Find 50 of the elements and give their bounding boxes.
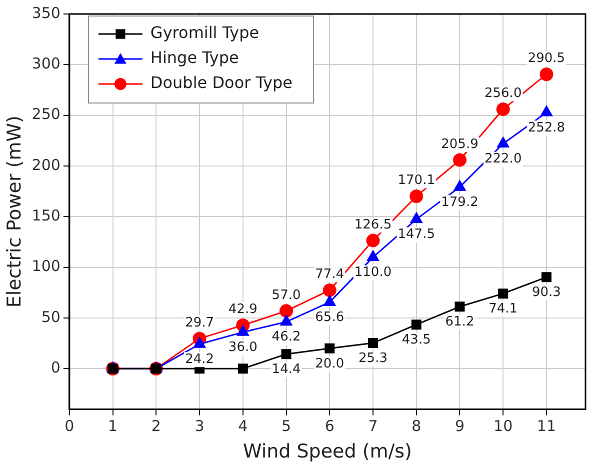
x-tick-label: 0 — [64, 417, 74, 436]
x-tick-label: 3 — [194, 417, 204, 436]
data-label: 222.0 — [484, 152, 522, 167]
x-axis-title: Wind Speed (m/s) — [242, 440, 412, 463]
x-tick-label: 10 — [494, 417, 513, 436]
y-tick-label: 350 — [32, 4, 60, 22]
data-label: 170.1 — [398, 173, 435, 188]
y-tick-label: 150 — [32, 206, 60, 225]
data-label: 90.3 — [532, 285, 561, 300]
data-label: 290.5 — [528, 51, 566, 66]
data-label: 46.2 — [272, 330, 301, 345]
legend-label: Gyromill Type — [150, 23, 260, 42]
y-tick-label: 50 — [41, 308, 60, 326]
data-label: 147.5 — [398, 227, 435, 242]
data-label: 126.5 — [354, 217, 392, 232]
x-tick-label: 4 — [238, 417, 248, 436]
data-label: 29.7 — [185, 315, 214, 330]
legend-label: Double Door Type — [150, 73, 293, 92]
x-tick-label: 6 — [324, 417, 334, 436]
data-label: 77.4 — [315, 267, 344, 282]
x-tick-label: 11 — [536, 417, 556, 436]
y-tick-label: 100 — [32, 257, 60, 276]
x-tick-label: 8 — [412, 417, 422, 436]
y-tick-label: 0 — [50, 358, 60, 377]
data-label: 110.0 — [354, 265, 392, 280]
y-tick-label: 300 — [32, 54, 60, 73]
x-tick-label: 2 — [151, 417, 161, 436]
data-label: 43.5 — [402, 332, 431, 348]
x-tick-label: 5 — [281, 417, 292, 436]
y-tick-label: 200 — [32, 156, 60, 174]
data-label: 20.0 — [315, 356, 344, 372]
data-label: 14.4 — [272, 362, 301, 377]
data-label: 65.6 — [315, 310, 344, 326]
data-label: 179.2 — [441, 194, 478, 210]
y-tick-label: 250 — [32, 105, 60, 124]
data-label: 36.0 — [228, 340, 258, 356]
x-tick-label: 1 — [108, 417, 118, 436]
data-label: 74.1 — [488, 301, 518, 316]
data-label: 61.2 — [445, 314, 474, 330]
data-label: 205.9 — [441, 136, 478, 152]
data-label: 24.2 — [185, 352, 214, 368]
data-label: 25.3 — [358, 350, 388, 366]
x-tick-label: 7 — [368, 417, 378, 436]
x-tick-label: 9 — [454, 417, 465, 436]
legend-label: Hinge Type — [150, 48, 239, 68]
data-label: 252.8 — [528, 120, 566, 136]
y-axis-title: Electric Power (mW) — [3, 116, 26, 308]
data-label: 57.0 — [272, 288, 301, 303]
data-label: 256.0 — [484, 86, 522, 102]
data-label: 42.9 — [228, 302, 258, 318]
